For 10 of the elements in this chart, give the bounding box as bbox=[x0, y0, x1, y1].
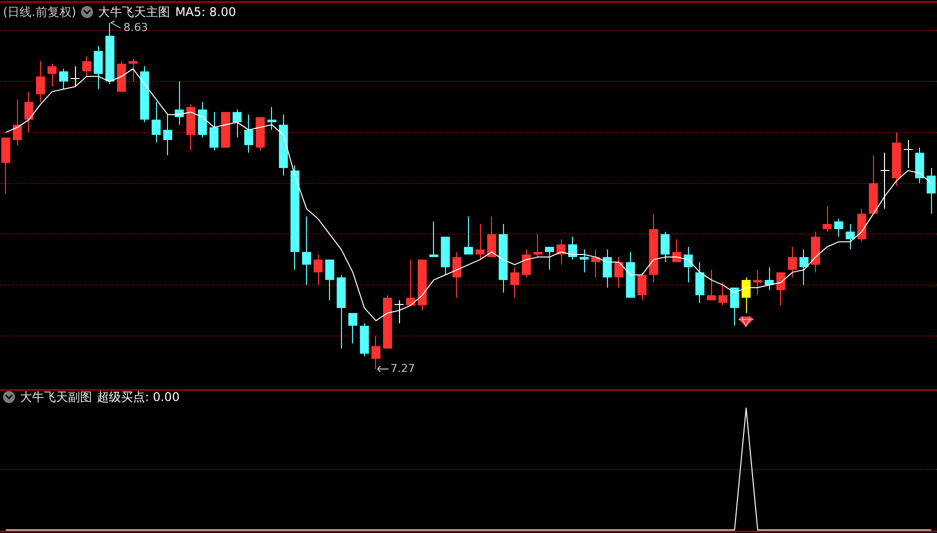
chart-title: (日线.前复权) bbox=[3, 5, 76, 19]
annotation: 7.27 bbox=[390, 362, 415, 375]
chart-subtitle: 大牛飞天主图 bbox=[98, 5, 170, 19]
annotation: 8.63 bbox=[124, 20, 148, 34]
candlestick bbox=[904, 140, 913, 168]
text: 超级买点: 0.00 bbox=[97, 390, 180, 404]
candlestick bbox=[880, 152, 890, 209]
chart-title: 大牛飞天副图 bbox=[20, 390, 92, 404]
text: MA5: 8.00 bbox=[175, 5, 236, 19]
candlestick bbox=[429, 221, 438, 258]
